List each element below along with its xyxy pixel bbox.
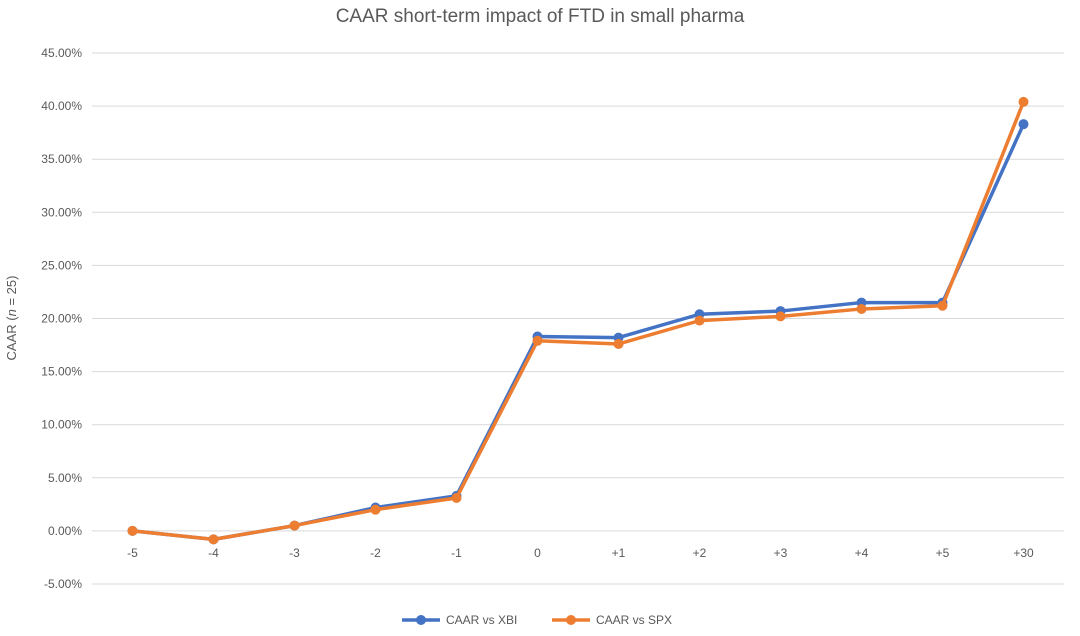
x-tick-label: +30 xyxy=(1013,546,1034,560)
data-point xyxy=(127,525,138,536)
y-tick-label: 45.00% xyxy=(41,46,82,60)
series-lines xyxy=(127,96,1029,545)
legend-label: CAAR vs SPX xyxy=(596,613,672,627)
series-line xyxy=(130,100,1026,542)
gridlines xyxy=(92,52,1064,585)
data-point xyxy=(289,520,300,531)
y-tick-label: 10.00% xyxy=(41,418,82,432)
chart-title: CAAR short-term impact of FTD in small p… xyxy=(336,6,745,27)
y-tick-label: 30.00% xyxy=(41,205,82,219)
series xyxy=(127,119,1029,545)
y-tick-label: 40.00% xyxy=(41,99,82,113)
x-tick-label: -3 xyxy=(289,546,300,560)
legend-item: CAAR vs SPX xyxy=(552,613,672,627)
x-tick-label: 0 xyxy=(534,546,541,560)
x-tick-label: +5 xyxy=(936,546,950,560)
y-tick-label: 5.00% xyxy=(48,471,82,485)
y-tick-label: 20.00% xyxy=(41,312,82,326)
data-point xyxy=(1018,96,1029,107)
x-tick-label: +3 xyxy=(774,546,788,560)
data-point xyxy=(1018,119,1029,130)
y-axis-label: CAAR (n = 25) xyxy=(4,276,19,361)
series-line xyxy=(130,122,1026,542)
y-tick-label: -5.00% xyxy=(44,577,82,591)
legend-label: CAAR vs XBI xyxy=(446,613,517,627)
y-tick-labels: -5.00% 0.00% 5.00% 10.00% 15.00% 20.00% 25.00%… xyxy=(41,46,82,591)
data-point xyxy=(694,315,705,326)
x-tick-label: +4 xyxy=(855,546,869,560)
y-tick-label: 0.00% xyxy=(48,524,82,538)
legend-item: CAAR vs XBI xyxy=(402,613,517,627)
x-tick-label: -2 xyxy=(370,546,381,560)
legend-marker xyxy=(416,615,426,625)
x-tick-label: -5 xyxy=(127,546,138,560)
data-point xyxy=(937,300,948,311)
x-tick-label: -1 xyxy=(451,546,462,560)
x-tick-label: +2 xyxy=(693,546,707,560)
data-point xyxy=(613,338,624,349)
data-point xyxy=(208,534,219,545)
y-tick-label: 25.00% xyxy=(41,258,82,272)
y-tick-label: 35.00% xyxy=(41,152,82,166)
data-point xyxy=(532,335,543,346)
series xyxy=(127,96,1029,545)
data-point xyxy=(856,303,867,314)
y-tick-label: 15.00% xyxy=(41,365,82,379)
data-point xyxy=(451,492,462,503)
legend: CAAR vs XBI CAAR vs SPX xyxy=(402,613,672,627)
x-tick-labels: -5 -4 -3 -2 -1 0 +1 +2 +3 +4 +5 +30 xyxy=(127,546,1034,560)
x-tick-label: -4 xyxy=(208,546,219,560)
legend-marker xyxy=(566,615,576,625)
x-tick-label: +1 xyxy=(612,546,626,560)
data-point xyxy=(370,504,381,515)
data-point xyxy=(775,311,786,322)
